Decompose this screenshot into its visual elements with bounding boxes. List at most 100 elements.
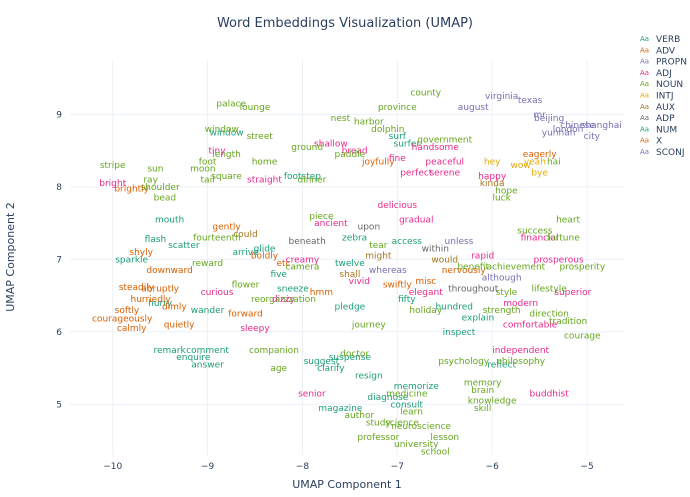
x-tick-label: −10 [103,462,122,472]
word-point: dizzy [272,295,296,305]
series-num: five twelve fifty hundred [270,259,473,312]
word-point: downward [146,266,192,276]
x-axis-title: UMAP Component 1 [292,478,402,491]
word-point: home [252,157,278,167]
series-x: etc misc hmm [276,259,436,298]
word-point: tradition [549,317,587,327]
word-point: window [209,128,243,138]
legend-item-num[interactable]: Aa NUM [640,125,677,135]
legend-item-intj[interactable]: Aa INTJ [640,92,674,102]
y-tick-label: 6 [56,328,62,338]
legend-item-adp[interactable]: Aa ADP [640,114,675,124]
word-point: professor [357,433,399,443]
word-point: lounge [240,103,271,113]
legend-marker: Aa [640,69,649,77]
word-point: neuroscience [391,422,451,432]
legend-label: ADP [656,114,675,124]
axis-ticks: −10 −9 −8 −7 −6 −5 5 6 7 8 9 [56,110,593,472]
word-point: explain [462,313,495,323]
legend-item-sconj[interactable]: Aa SCONJ [640,148,684,158]
word-point: palace [216,99,246,109]
y-tick-label: 9 [56,110,62,120]
legend-item-adj[interactable]: Aa ADJ [640,69,672,79]
word-point: skill [474,404,491,414]
word-point: reward [192,259,223,269]
word-point: companion [249,346,299,356]
y-tick-label: 8 [56,183,62,193]
word-point: stripe [100,161,126,171]
word-point: street [247,132,274,142]
word-point: gradual [399,215,433,225]
word-point: strength [483,306,521,316]
word-point: straight [247,176,282,186]
word-point: lifestyle [531,284,567,294]
word-point: direction [529,310,568,320]
legend-marker: Aa [640,125,649,133]
word-point: footstep [284,172,321,182]
word-point: nervously [442,266,487,276]
word-point: memorize [394,382,440,392]
word-point: joyfully [361,157,395,167]
word-point: bright [99,179,126,189]
word-point: swiftly [383,281,413,291]
word-point: softly [115,306,140,316]
word-point: hmm [310,288,333,298]
legend-item-x[interactable]: Aa X [640,137,662,147]
legend-item-noun[interactable]: Aa NOUN [640,80,683,90]
word-point: quietly [164,321,195,331]
legend[interactable]: Aa VERB Aa ADV Aa PROPN Aa ADJ Aa NOUN Aa INTJ Aa AUX… [640,35,687,158]
word-point: surfer [394,139,421,149]
word-point: length [212,150,241,160]
legend-item-verb[interactable]: Aa VERB [640,35,680,45]
word-point: perfect [400,168,433,178]
word-point: peaceful [425,157,464,167]
word-point: zebra [342,234,367,244]
word-point: curious [201,288,234,298]
word-point: vivid [349,277,370,287]
word-point: comfortable [503,321,558,331]
legend-item-aux[interactable]: Aa AUX [640,103,675,113]
word-point: creamy [286,255,320,265]
plot-area [70,60,625,455]
word-point: author [345,411,375,421]
word-point: moon [190,165,215,175]
word-point: window [205,125,239,135]
word-point: twelve [335,259,365,269]
word-point: fortune [547,234,580,244]
word-point: delicious [378,201,418,211]
word-point: rapid [471,252,494,262]
word-point: medicine [386,389,428,399]
word-point: virginia [485,92,518,102]
word-point: abruptly [141,284,179,294]
word-point: could [233,230,257,240]
word-point: forward [228,310,263,320]
legend-label: X [656,137,662,147]
word-point: serene [429,168,460,178]
word-point: beijing [534,114,564,124]
word-point: mr [533,110,546,120]
word-point: happy [478,172,507,182]
word-point: etc [276,259,290,269]
word-point: courageously [92,315,153,325]
word-point: hai [547,157,561,167]
word-point: sparkle [115,255,148,265]
word-point: shyly [129,248,153,258]
grid-lines [70,60,625,455]
legend-label: PROPN [656,58,687,68]
word-point: kinda [480,179,505,189]
word-point: surf [389,132,407,142]
word-point: upon [358,223,381,233]
word-point: pledge [335,302,366,312]
word-point: bead [154,194,176,204]
legend-item-propn[interactable]: Aa PROPN [640,58,687,68]
legend-label: AUX [656,103,675,113]
word-point: province [378,103,417,113]
word-point: age [270,364,287,374]
word-point: dolphin [371,125,404,135]
legend-item-adv[interactable]: Aa ADV [640,46,676,56]
word-point: tiny [209,147,227,157]
word-point: hurry [148,299,173,309]
y-tick-label: 7 [56,255,62,265]
